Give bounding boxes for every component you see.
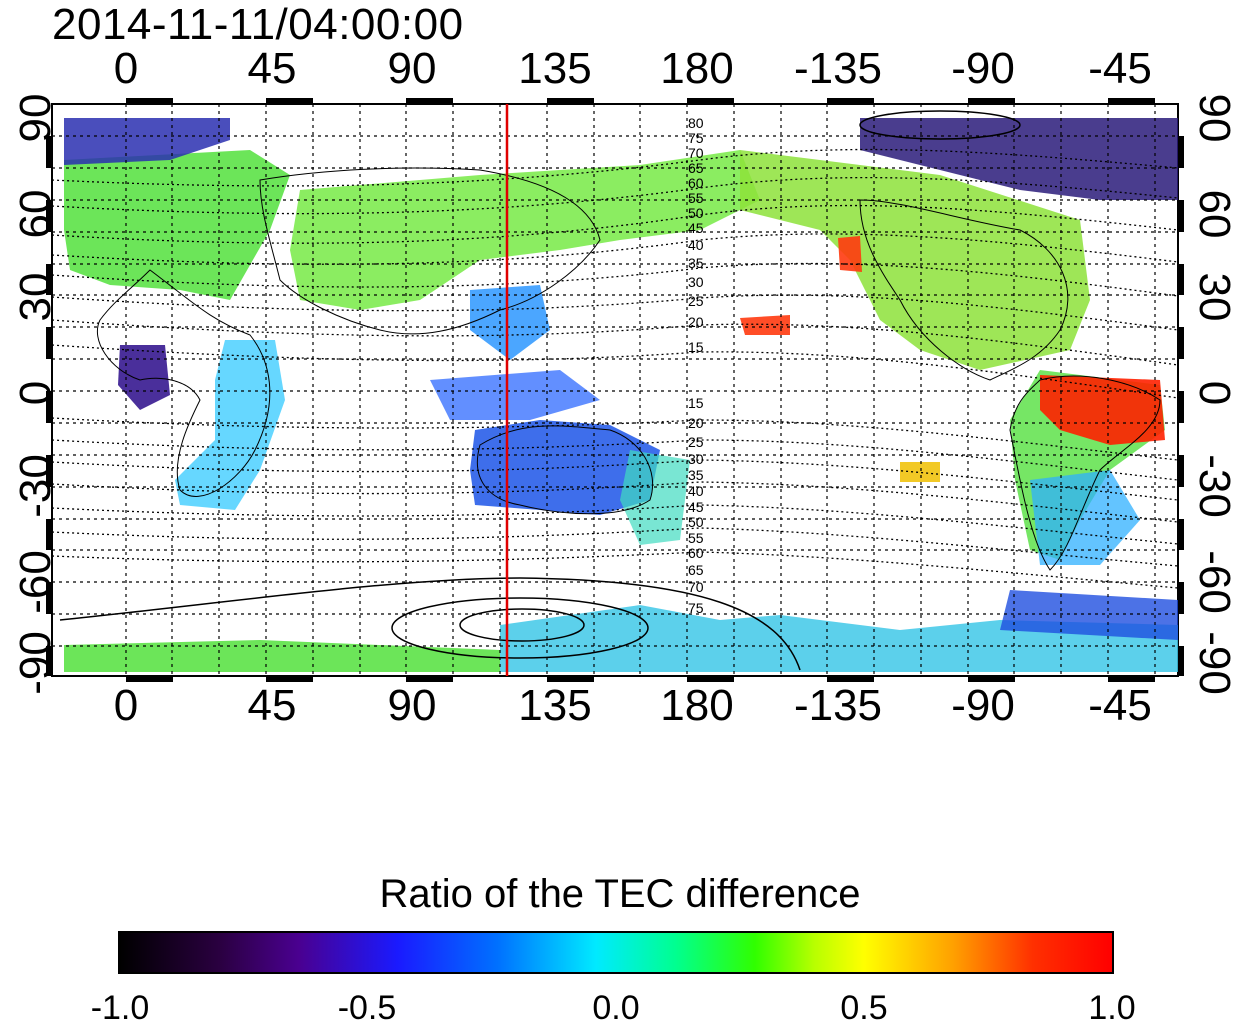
coastlines [96,167,1161,571]
data-patch-south-pacific [900,462,940,482]
lat-tick-right: -90 [1190,631,1239,695]
contour-label: 20 [688,415,704,431]
contour-label: 55 [688,530,704,546]
contour-label: 45 [688,499,704,515]
contour-label: 75 [688,600,704,616]
lat-tick-right: 60 [1190,189,1239,239]
lon-tick-bottom: 90 [387,681,437,730]
timestamp-title: 2014-11-11/04:00:00 [52,0,464,49]
lon-tick-bottom: 0 [113,681,139,730]
data-patch-alaska-red [838,236,862,272]
frame-tick-bars [46,98,1184,682]
contour-label: 35 [688,467,704,483]
contour-label: 15 [688,339,704,355]
tec-data-layer [64,118,1178,672]
lat-tick-right: -30 [1190,454,1239,518]
contour-label: 75 [688,130,704,146]
lon-tick-top: 0 [113,44,139,93]
data-patch-antarctica-west [64,640,500,672]
magnetic-latitude-contours [52,148,1178,589]
data-patch-africa-west [118,345,170,410]
lat-tick-right: 90 [1190,93,1239,143]
contour-label: 40 [688,483,704,499]
lat-tick-left: -60 [11,550,60,614]
lon-tick-bottom: 45 [247,681,297,730]
contour-label: 30 [688,451,704,467]
lat-tick-left: 60 [11,189,60,239]
contour-label: 60 [688,545,704,561]
contour-label: 25 [688,434,704,450]
polar-contours [59,110,1021,671]
contour-label: 30 [688,274,704,290]
contour-label: 60 [688,175,704,191]
data-patch-sea-indonesia [430,370,600,420]
data-patch-asia-north [290,150,760,310]
contour-labels-south: 15 20 25 30 35 40 45 50 55 60 65 70 75 [688,395,704,616]
contour-label: 50 [688,205,704,221]
data-patch-pacific-sw [620,450,690,545]
contour-label: 70 [688,579,704,595]
colorbar-tick: -1.0 [90,989,150,1027]
lat-tick-left: 0 [11,380,60,406]
lat-tick-left: 30 [11,272,60,322]
lon-tick-bottom: 180 [660,681,734,730]
contour-label: 25 [688,293,704,309]
data-patch-hawaii-red [740,315,790,335]
lon-tick-bottom: -45 [1088,681,1152,730]
lon-tick-top: -90 [951,44,1015,93]
contour-label: 45 [688,220,704,236]
tec-ratio-map: 80 75 70 65 60 55 50 45 40 35 30 25 20 1… [46,98,1184,682]
lat-tick-left: -90 [11,631,60,695]
data-patch-south-america-south [1030,470,1140,565]
colorbar-tick: 0.5 [840,989,888,1027]
data-patch-eastasia-blue [470,285,550,360]
lon-tick-top: 90 [387,44,437,93]
contour-label: 80 [688,115,704,131]
contour-label: 35 [688,255,704,271]
data-patch-southern-ocean-blue [1000,590,1178,640]
data-patch-africa-east [175,340,285,510]
lat-tick-left: -30 [11,454,60,518]
lat-tick-right: 0 [1190,380,1239,406]
contour-label: 70 [688,145,704,161]
contour-label: 40 [688,237,704,253]
contour-label: 55 [688,190,704,206]
lat-tick-right: -60 [1190,550,1239,614]
data-patch-arctic-europe [64,118,230,165]
colorbar-tick: 0.0 [592,989,640,1027]
colorbar-title: Ratio of the TEC difference [379,872,861,916]
contour-label: 20 [688,314,704,330]
lon-tick-bottom: -90 [951,681,1015,730]
lon-tick-top: -135 [793,44,883,93]
lon-tick-bottom: 135 [518,681,592,730]
lon-tick-top: -45 [1088,44,1152,93]
colorbar-tick: 1.0 [1088,989,1136,1027]
contour-label: 15 [688,395,704,411]
data-patch-brazil-red [1040,375,1165,445]
lon-tick-bottom: -135 [793,681,883,730]
colorbar-tick: -0.5 [337,989,397,1027]
lon-tick-top: 180 [660,44,734,93]
contour-label: 65 [688,562,704,578]
colorbar [118,931,1114,974]
lon-tick-top: 135 [518,44,592,93]
contour-label: 50 [688,514,704,530]
contour-label: 65 [688,160,704,176]
lon-tick-top: 45 [247,44,297,93]
contour-labels-north: 80 75 70 65 60 55 50 45 40 35 30 25 20 1… [688,115,704,355]
lat-tick-left: 90 [11,93,60,143]
lat-tick-right: 30 [1190,272,1239,322]
